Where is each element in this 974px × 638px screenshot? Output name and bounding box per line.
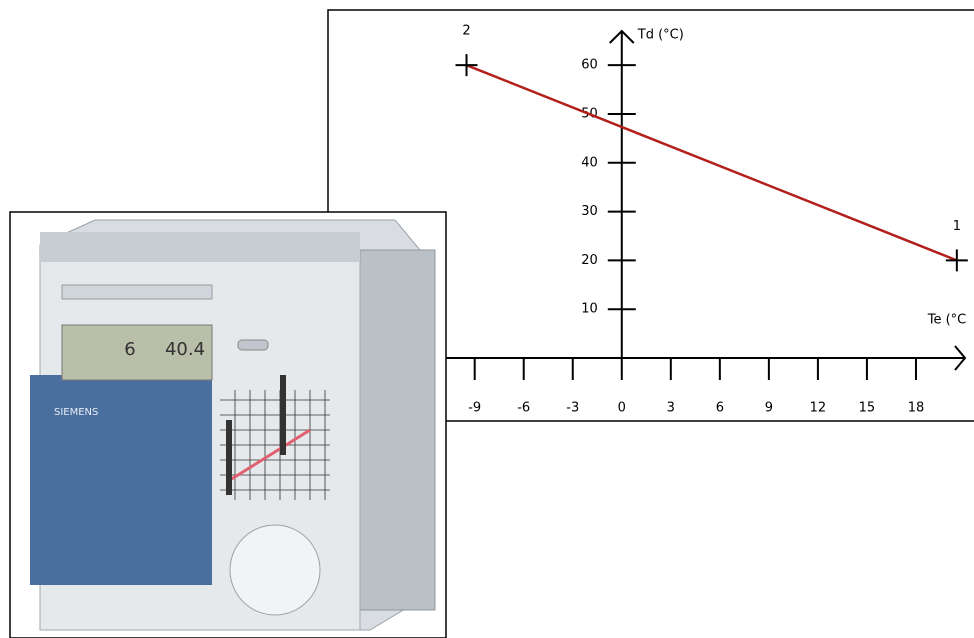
x-tick-label: -6	[517, 401, 530, 416]
device-top	[40, 232, 360, 262]
lcd	[61, 324, 213, 381]
x-axis-arrow	[954, 345, 967, 371]
y-tick-label: 20	[581, 253, 598, 268]
point-label: 1	[953, 219, 961, 234]
x-tick-label: 18	[908, 401, 925, 416]
x-tick-label: 3	[667, 401, 675, 416]
device-photo: SIEMENS 6 40.4	[9, 211, 447, 638]
x-tick-label: 9	[765, 401, 773, 416]
slider	[226, 420, 232, 495]
device-side	[359, 249, 436, 611]
y-axis-arrow	[609, 29, 635, 44]
y-tick-label: 30	[581, 204, 598, 219]
point-marker	[945, 249, 968, 272]
point-label: 2	[462, 24, 470, 39]
slider	[280, 375, 286, 455]
x-tick-label: 0	[618, 401, 626, 416]
y-axis-label: Td (°C)	[637, 28, 684, 43]
x-tick-label: -3	[566, 401, 579, 416]
brand-text: SIEMENS	[54, 407, 98, 418]
chart: Te (°CTd (°C)-9 -6 -3 0 3 6 9 12 15 1810203040506…	[442, 24, 968, 416]
x-tick-label: 6	[716, 401, 724, 416]
lcd-value: 6	[124, 339, 135, 360]
point-marker	[455, 54, 478, 77]
y-tick-label: 40	[581, 155, 598, 170]
button	[237, 339, 269, 351]
lcd-value: 40.4	[165, 339, 205, 360]
curve	[466, 64, 958, 262]
dial	[229, 524, 321, 616]
x-tick-label: -9	[468, 401, 481, 416]
y-tick-label: 10	[581, 302, 598, 317]
x-tick-label: 12	[810, 401, 827, 416]
x-tick-label: 15	[859, 401, 876, 416]
curve-line	[229, 428, 311, 482]
button-row	[61, 284, 213, 300]
blue-panel	[30, 375, 212, 585]
x-axis-label: Te (°C	[927, 313, 967, 328]
y-tick-label: 60	[581, 58, 598, 73]
